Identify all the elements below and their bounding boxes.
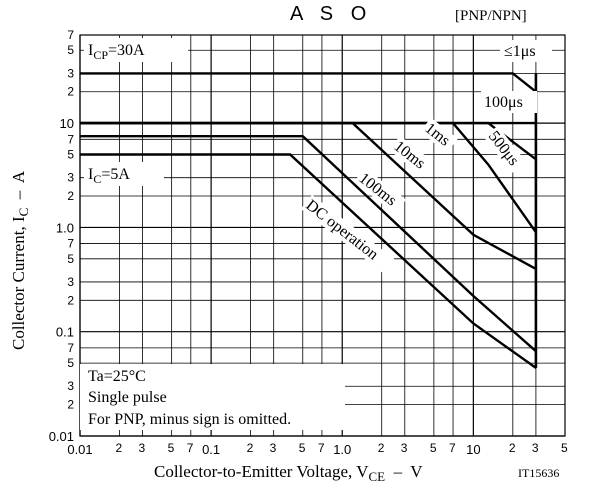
- us100-label-bg: [481, 91, 537, 113]
- le1us-label: ≤1μs: [504, 43, 536, 60]
- dc-label-bg: [300, 194, 398, 276]
- y-tick-label: 7: [67, 132, 74, 146]
- y-tick-label: 5: [67, 43, 74, 57]
- x-tick-label: 10: [466, 442, 480, 457]
- us500-label: 500μs: [485, 128, 522, 169]
- y-tick-label: 7: [67, 28, 74, 42]
- ms1-label-group: 1ms: [419, 117, 458, 153]
- y-tick-label: 2: [67, 293, 74, 307]
- us500-label-bg: [483, 125, 527, 174]
- x-axis-label: Collector-to-Emitter Voltage, VCE – V: [154, 462, 423, 484]
- figure-code: IT15636: [518, 466, 559, 480]
- note-temperature: Ta=25°C: [88, 368, 146, 385]
- notes-bg: [80, 364, 345, 430]
- chart-title: A S O: [290, 3, 372, 25]
- x-tick-label: 2: [115, 441, 122, 455]
- ms1-label-bg: [419, 117, 458, 153]
- plot-frame: [79, 34, 566, 437]
- note-pnp: For PNP, minus sign is omitted.: [88, 411, 291, 428]
- ic-label-bg: [84, 162, 164, 186]
- x-tick-label: 5: [299, 441, 306, 455]
- series-line: [80, 134, 537, 353]
- y-tick-label: 2: [67, 85, 74, 99]
- x-tick-label: 7: [449, 441, 456, 455]
- x-tick-label: 2: [247, 441, 254, 455]
- x-tick-label: 7: [318, 441, 325, 455]
- y-tick-label: 3: [67, 275, 74, 289]
- y-tick-label: 1.0: [56, 220, 74, 235]
- dc-label-group: DC operation: [300, 194, 398, 276]
- x-tick-label: 5: [430, 441, 437, 455]
- x-tick-label: 3: [401, 441, 408, 455]
- ms100-label-bg: [353, 167, 407, 214]
- ms10-label-group: 10ms: [388, 135, 434, 176]
- x-tick-label: 0.01: [67, 442, 92, 457]
- series-lines: [80, 72, 538, 369]
- tick-labels: 2 3 5 7 2 3 5 7 2 3 5 7 2 3 50.01 0.1 1.0 102357235723572…: [49, 28, 568, 457]
- series-line: [80, 72, 537, 93]
- y-tick-label: 5: [67, 252, 74, 266]
- y-tick-label: 2: [67, 189, 74, 203]
- y-tick-label: 5: [67, 356, 74, 370]
- x-tick-label: 2: [378, 441, 385, 455]
- y-tick-label: 5: [67, 148, 74, 162]
- chart-subtitle: [PNP/NPN]: [455, 8, 527, 24]
- x-tick-label: 3: [139, 441, 146, 455]
- le1us-label-bg: [500, 40, 552, 62]
- x-tick-label: 2: [509, 441, 516, 455]
- icp-label: ICP=30A: [88, 42, 145, 62]
- ic-label: IC=5A: [88, 166, 130, 186]
- y-tick-label: 10: [60, 116, 74, 131]
- y-tick-label: 7: [67, 237, 74, 251]
- x-tick-label: 3: [532, 441, 539, 455]
- y-axis-label: Collector Current, IC – A: [9, 170, 31, 350]
- y-tick-label: 0.1: [56, 325, 74, 340]
- series-line: [80, 121, 537, 270]
- x-tick-label: 5: [561, 441, 568, 455]
- ms10-label-bg: [388, 135, 434, 176]
- x-tick-label: 1.0: [333, 442, 351, 457]
- y-tick-label: 0.01: [49, 429, 74, 444]
- y-tick-label: 3: [67, 66, 74, 80]
- y-tick-label: 3: [67, 171, 74, 185]
- y-tick-label: 2: [67, 398, 74, 412]
- ms100-label: 100ms: [356, 170, 400, 210]
- x-tick-label: 0.1: [202, 442, 220, 457]
- x-tick-label: 5: [168, 441, 175, 455]
- icp-label-bg: [84, 38, 188, 62]
- series-line: [80, 153, 537, 369]
- x-tick-label: 3: [270, 441, 277, 455]
- us100-label: 100μs: [484, 94, 523, 111]
- y-tick-label: 3: [67, 379, 74, 393]
- x-tick-label: 7: [187, 441, 194, 455]
- note-single-pulse: Single pulse: [88, 389, 167, 406]
- y-tick-label: 7: [67, 341, 74, 355]
